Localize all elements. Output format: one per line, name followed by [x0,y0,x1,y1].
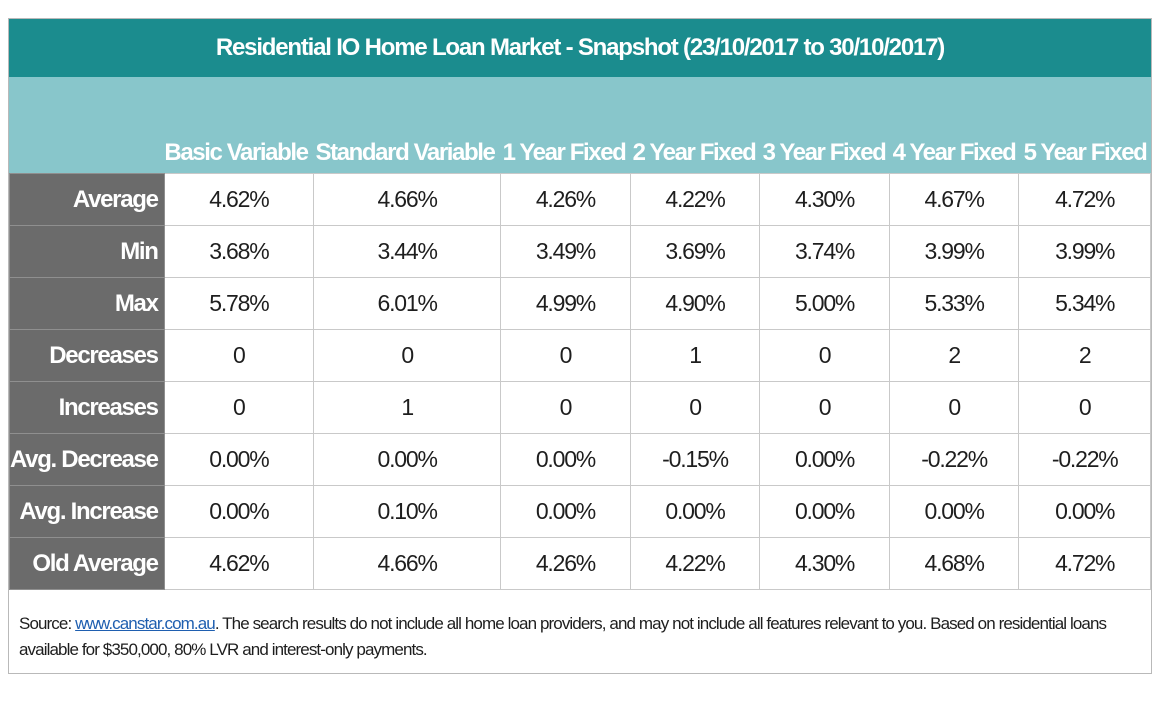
table-cell: 0.00% [629,485,761,538]
row-label: Increases [9,381,165,434]
table-cell: 0.00% [313,433,502,486]
table-row: Avg. Increase 0.00% 0.10% 0.00% 0.00% 0.… [9,485,1151,538]
table-cell: 3.68% [163,225,315,278]
table-cell: 5.78% [163,277,315,330]
table-title: Residential IO Home Loan Market - Snapsh… [9,19,1151,77]
row-label: Old Average [9,537,165,590]
table-cell: 0 [888,381,1020,434]
table-row: Avg. Decrease 0.00% 0.00% 0.00% -0.15% 0… [9,433,1151,486]
source-note: Source: www.canstar.com.au. The search r… [19,611,1139,663]
table-cell: 0.00% [500,485,631,538]
table-cell: 0.10% [313,485,502,538]
table-cell: -0.15% [629,433,761,486]
table-cell: 4.99% [500,277,631,330]
table-cell: 0.00% [759,433,890,486]
table-cell: 2 [1018,329,1151,382]
table-cell: 4.26% [500,173,631,226]
column-header-2-year-fixed: 2 Year Fixed [632,139,757,166]
table-cell: 4.72% [1018,173,1151,226]
table-cell: 3.69% [629,225,761,278]
table-cell: 3.74% [759,225,890,278]
table-row: Max 5.78% 6.01% 4.99% 4.90% 5.00% 5.33% … [9,277,1151,330]
table-cell: 4.66% [313,173,502,226]
table-cell: 0 [1018,381,1151,434]
table-cell: 0.00% [1018,485,1151,538]
column-header-standard-variable: Standard Variable [315,139,496,166]
table-cell: 0 [313,329,502,382]
table-cell: 1 [313,381,502,434]
table-cell: 4.62% [163,537,315,590]
snapshot-table-frame: Residential IO Home Loan Market - Snapsh… [8,18,1152,674]
row-label: Decreases [9,329,165,382]
table-cell: 4.22% [629,537,761,590]
table-row: Decreases 0 0 0 1 0 2 2 [9,329,1151,382]
source-prefix: Source: [19,614,76,633]
table-cell: 4.90% [629,277,761,330]
table-cell: 4.67% [888,173,1020,226]
column-header-1-year-fixed: 1 Year Fixed [502,139,627,166]
table-cell: 3.99% [888,225,1020,278]
table-cell: 4.26% [500,537,631,590]
table-cell: 0.00% [163,433,315,486]
table-cell: 4.22% [629,173,761,226]
table-cell: 5.33% [888,277,1020,330]
table-cell: 3.49% [500,225,631,278]
table-cell: 6.01% [313,277,502,330]
column-header-basic-variable: Basic Variable [164,139,309,166]
table-cell: 4.30% [759,537,890,590]
table-cell: 0 [500,381,631,434]
table-cell: 0 [629,381,761,434]
row-label: Average [9,173,165,226]
table-cell: 1 [629,329,761,382]
table-cell: 3.99% [1018,225,1151,278]
table-cell: 4.66% [313,537,502,590]
table-cell: 0 [163,381,315,434]
table-row: Min 3.68% 3.44% 3.49% 3.69% 3.74% 3.99% … [9,225,1151,278]
table-row: Old Average 4.62% 4.66% 4.26% 4.22% 4.30… [9,537,1151,590]
row-label: Avg. Decrease [9,433,165,486]
table-cell: 4.68% [888,537,1020,590]
column-header-3-year-fixed: 3 Year Fixed [762,139,887,166]
table-cell: 0.00% [500,433,631,486]
table-cell: 4.62% [163,173,315,226]
table-cell: 0.00% [888,485,1020,538]
table-cell: 4.72% [1018,537,1151,590]
table-row: Increases 0 1 0 0 0 0 0 [9,381,1151,434]
table-cell: 5.00% [759,277,890,330]
table-cell: 3.44% [313,225,502,278]
row-label: Avg. Increase [9,485,165,538]
table-cell: 0.00% [759,485,890,538]
table-cell: -0.22% [888,433,1020,486]
row-label: Min [9,225,165,278]
column-header-4-year-fixed: 4 Year Fixed [892,139,1017,166]
table-cell: 0 [500,329,631,382]
source-disclaimer: . The search results do not include all … [19,614,1107,659]
table-cell: 5.34% [1018,277,1151,330]
canstar-link[interactable]: www.canstar.com.au [75,614,216,633]
table-cell: 0 [759,381,890,434]
table-cell: -0.22% [1018,433,1151,486]
column-header-band: Basic Variable Standard Variable 1 Year … [9,77,1151,173]
table-cell: 0 [163,329,315,382]
row-label: Max [9,277,165,330]
table-cell: 2 [888,329,1020,382]
table-cell: 4.30% [759,173,890,226]
rates-table: Average 4.62% 4.66% 4.26% 4.22% 4.30% 4.… [9,173,1151,590]
column-header-5-year-fixed: 5 Year Fixed [1023,139,1148,166]
table-row: Average 4.62% 4.66% 4.26% 4.22% 4.30% 4.… [9,173,1151,226]
table-cell: 0 [759,329,890,382]
table-cell: 0.00% [163,485,315,538]
